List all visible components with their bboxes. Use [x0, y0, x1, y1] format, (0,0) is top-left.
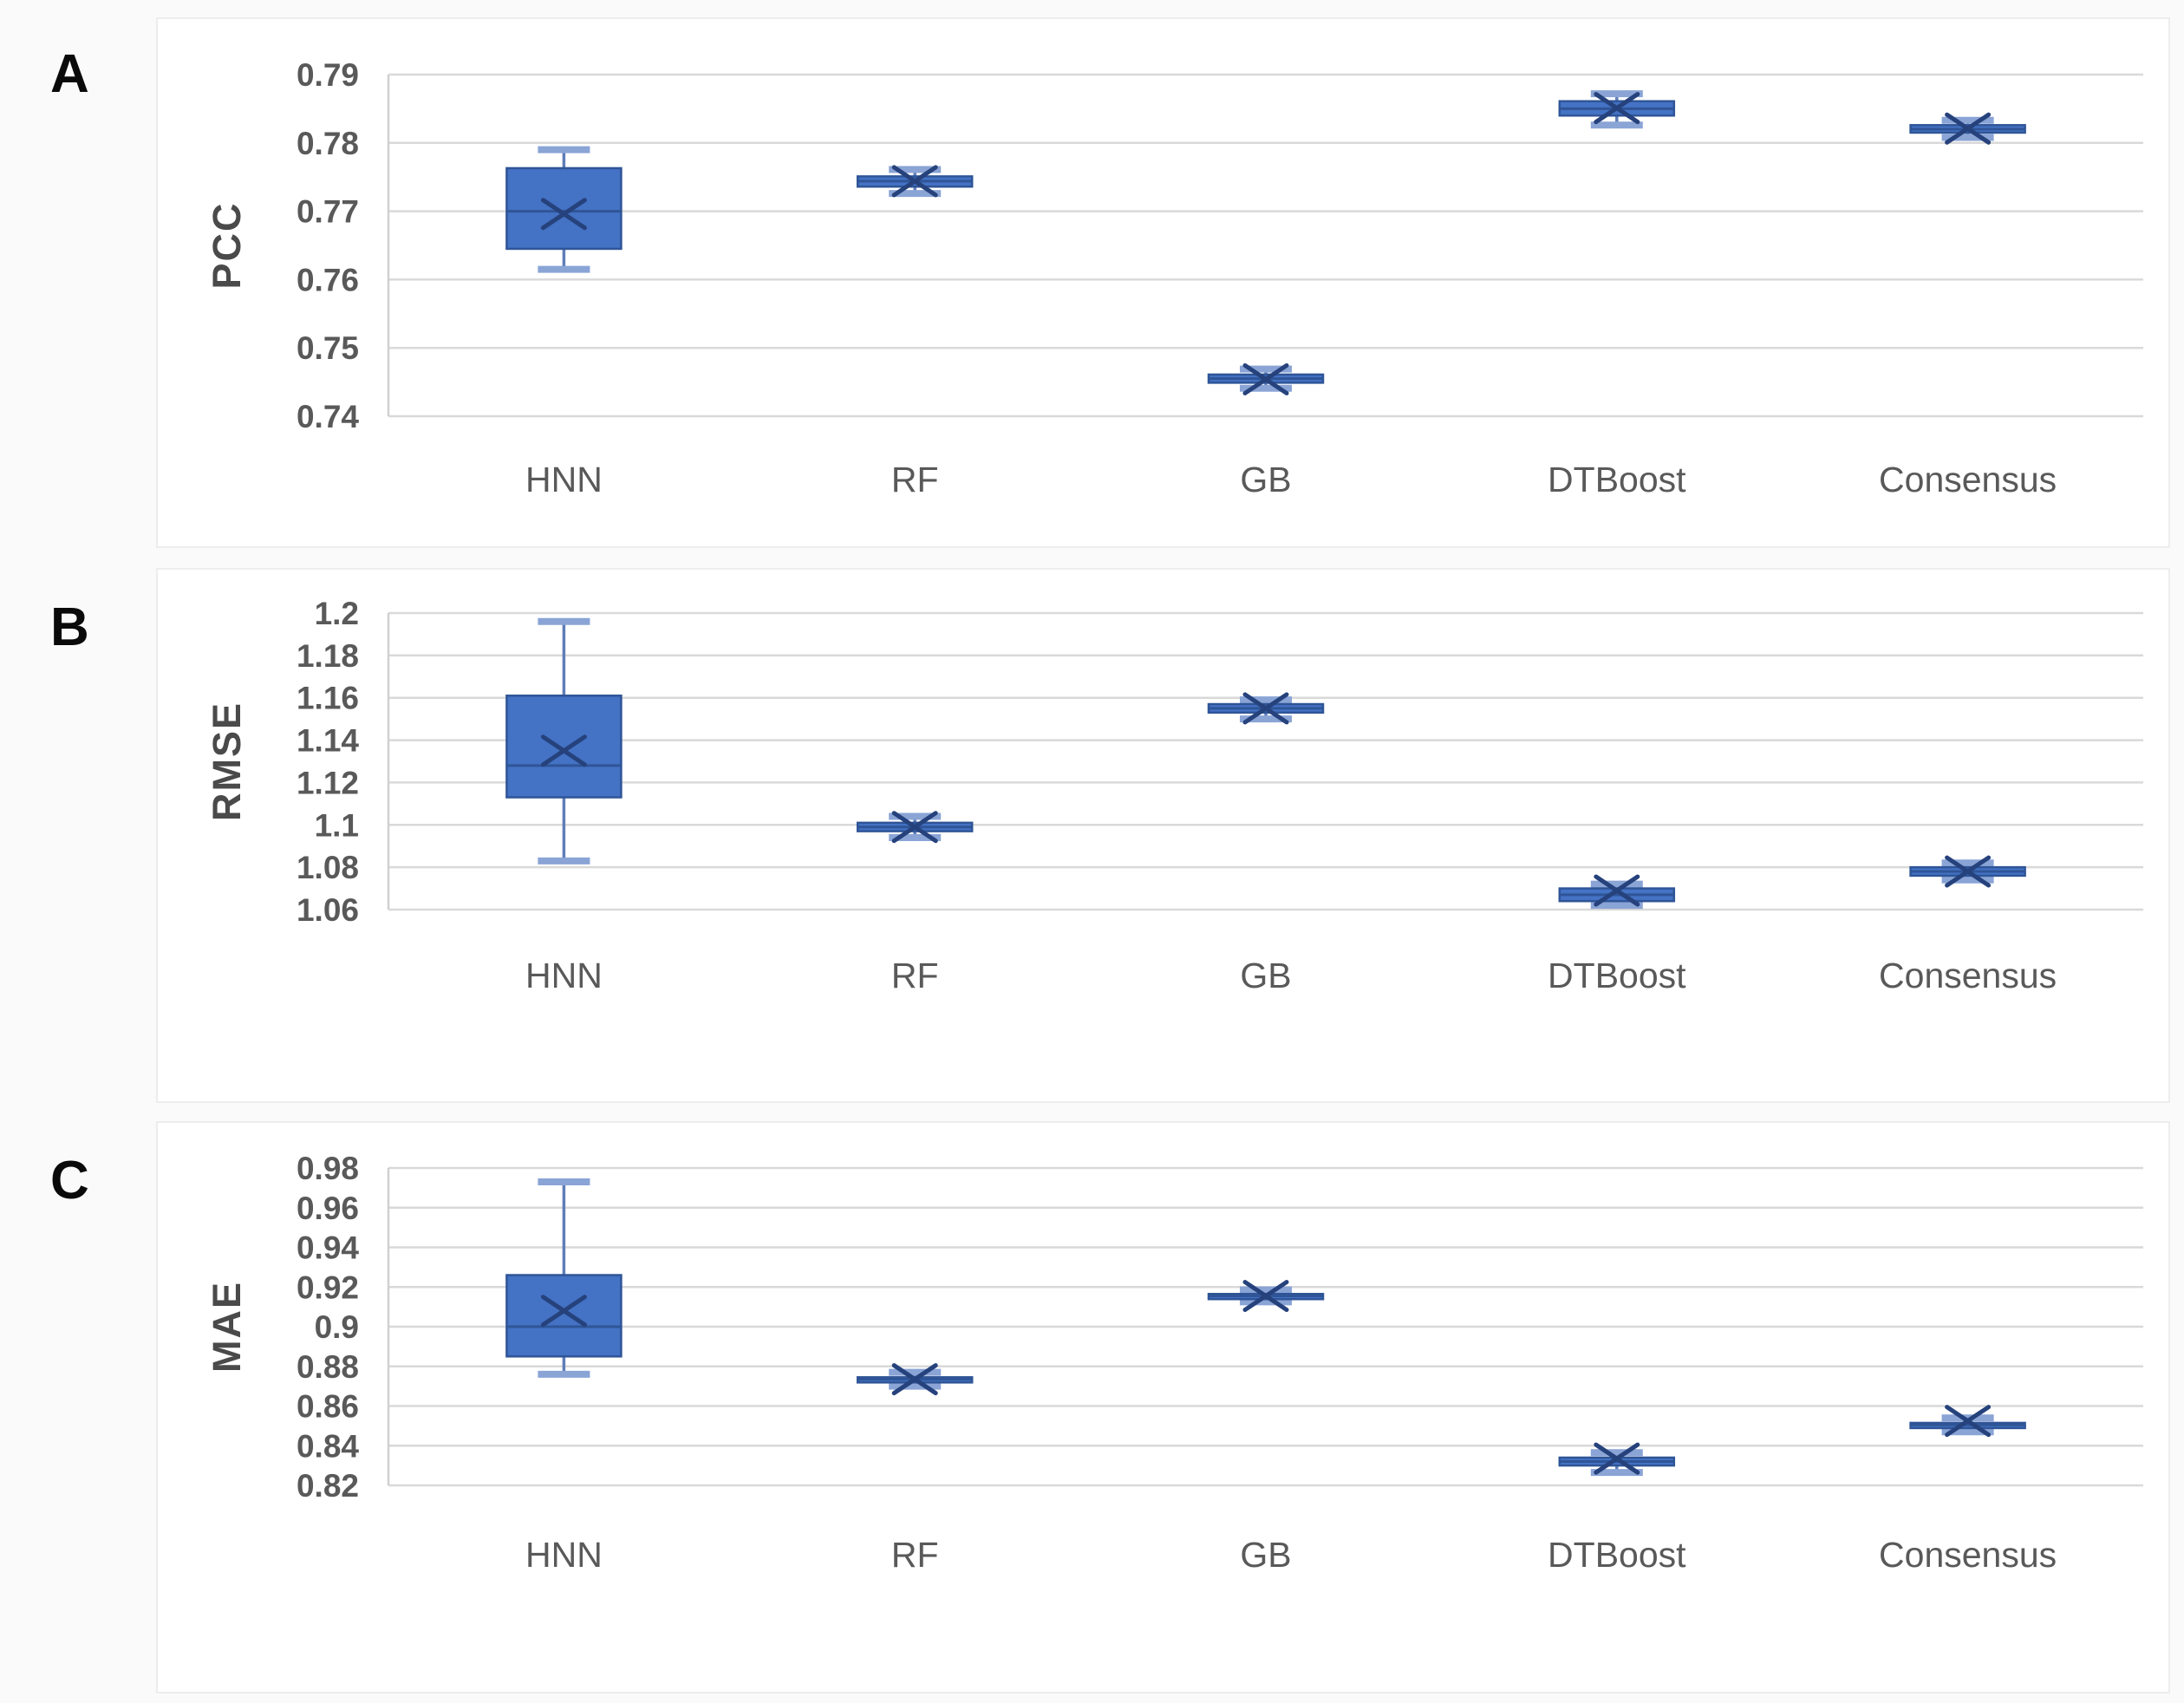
- mean-x-marker: [1242, 692, 1289, 725]
- mean-x-marker: [1945, 855, 1992, 888]
- y-tick-label: 0.84: [297, 1428, 359, 1464]
- box-consensus: [1909, 1405, 2026, 1438]
- box-hnn: [505, 1178, 623, 1378]
- iqr-box: [505, 695, 623, 799]
- y-tick-label: 0.75: [297, 330, 359, 366]
- x-category-label: DTBoost: [1548, 1535, 1686, 1575]
- x-category-label: Consensus: [1879, 460, 2057, 499]
- x-category-label: GB: [1240, 956, 1291, 995]
- x-category-label: Consensus: [1879, 1535, 2057, 1575]
- y-tick-label: 0.74: [297, 399, 359, 434]
- mean-x-marker: [891, 1363, 938, 1396]
- panel-a-pcc-boxplot: 0.79 0.78 0.77 0.76 0.75 0.74 PCC HNN RF GB DTBoos…: [156, 17, 2170, 548]
- x-category-label: DTBoost: [1548, 956, 1686, 995]
- panel-c-letter: C: [50, 1151, 89, 1210]
- panel-c-mae-boxplot: 0.98 0.96 0.94 0.92 0.9 0.88 0.86 0.84 0.82 MAE HN…: [156, 1121, 2170, 1693]
- box-rf: [856, 1363, 974, 1396]
- x-category-label: GB: [1240, 1535, 1291, 1575]
- y-tick-label: 0.86: [297, 1389, 359, 1425]
- y-tick-label: 0.77: [297, 194, 359, 230]
- x-category-label: HNN: [525, 956, 603, 995]
- mean-x-marker: [891, 811, 938, 844]
- box-rf: [856, 811, 974, 844]
- y-tick-label: 1.14: [297, 723, 359, 759]
- y-axis-title: PCC: [205, 201, 249, 289]
- y-axis-title: MAE: [205, 1281, 249, 1373]
- mean-x-marker: [1945, 112, 1992, 145]
- panel-b-letter: B: [50, 597, 89, 657]
- box-consensus: [1909, 855, 2026, 888]
- box-gb: [1207, 692, 1325, 725]
- box-hnn: [505, 617, 623, 865]
- mean-x-marker: [891, 165, 938, 198]
- y-tick-label: 0.94: [297, 1230, 359, 1266]
- y-tick-label: 0.76: [297, 262, 359, 297]
- box-dtboost: [1558, 874, 1676, 910]
- y-tick-label: 1.2: [315, 596, 359, 631]
- mean-x-marker: [1242, 362, 1289, 395]
- rmse-boxplot-chart: 1.2 1.18 1.16 1.14 1.12 1.1 1.08 1.06 RMSE HNN RF G…: [205, 596, 2143, 995]
- x-category-label: RF: [891, 1535, 939, 1575]
- x-category-label: DTBoost: [1548, 460, 1686, 499]
- panel-a-letter: A: [50, 44, 89, 104]
- y-tick-label: 0.79: [297, 57, 359, 93]
- panel-b-rmse-boxplot: 1.2 1.18 1.16 1.14 1.12 1.1 1.08 1.06 RMSE HNN RF G…: [156, 568, 2170, 1103]
- mean-x-marker: [1594, 92, 1640, 125]
- iqr-box: [505, 1274, 623, 1358]
- x-category-label: RF: [891, 956, 939, 995]
- box-dtboost: [1558, 90, 1676, 129]
- mae-boxplot-chart: 0.98 0.96 0.940.92 0.9 0.88 0.860.84 0.82 MAE HN…: [205, 1151, 2143, 1575]
- y-tick-label: 0.9: [315, 1309, 359, 1345]
- box-dtboost: [1558, 1442, 1676, 1477]
- mean-x-marker: [540, 1295, 587, 1328]
- mean-x-marker: [540, 734, 587, 767]
- box-gb: [1207, 362, 1325, 395]
- x-category-label: Consensus: [1879, 956, 2057, 995]
- y-tick-label: 1.08: [297, 850, 359, 885]
- y-tick-label: 0.92: [297, 1269, 359, 1305]
- x-category-label: HNN: [525, 460, 603, 499]
- x-category-label: RF: [891, 460, 939, 499]
- mean-x-marker: [1594, 1442, 1640, 1475]
- iqr-box: [505, 166, 623, 251]
- y-tick-label: 0.98: [297, 1151, 359, 1186]
- box-gb: [1207, 1280, 1325, 1313]
- y-axis-title: RMSE: [205, 701, 249, 821]
- mean-x-marker: [1945, 1405, 1992, 1438]
- y-tick-label: 1.16: [297, 681, 359, 716]
- mean-x-marker: [1242, 1280, 1289, 1313]
- mean-x-marker: [1594, 874, 1640, 907]
- y-tick-label: 1.18: [297, 638, 359, 674]
- mean-x-marker: [540, 198, 587, 231]
- x-category-label: GB: [1240, 460, 1291, 499]
- y-tick-label: 1.06: [297, 892, 359, 928]
- x-category-label: HNN: [525, 1535, 603, 1575]
- box-hnn: [505, 146, 623, 273]
- y-tick-label: 0.82: [297, 1468, 359, 1504]
- y-tick-label: 1.1: [315, 807, 359, 843]
- y-tick-label: 0.88: [297, 1349, 359, 1385]
- box-consensus: [1909, 112, 2026, 145]
- y-tick-label: 0.78: [297, 126, 359, 161]
- y-tick-label: 0.96: [297, 1191, 359, 1226]
- box-rf: [856, 165, 974, 198]
- y-tick-label: 1.12: [297, 765, 359, 800]
- pcc-boxplot-chart: 0.79 0.78 0.77 0.76 0.75 0.74 PCC HNN RF GB DTBoos…: [205, 57, 2143, 499]
